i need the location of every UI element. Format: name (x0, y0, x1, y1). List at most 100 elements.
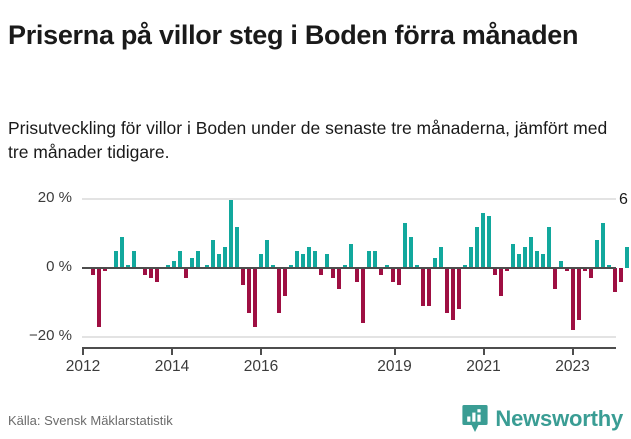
chart-plot-area: 6 % −20 % 0 % 20 % (0, 180, 631, 360)
bar (553, 268, 557, 289)
x-axis-tick (393, 349, 396, 355)
bar (451, 268, 455, 320)
bar (481, 212, 485, 268)
bar (355, 268, 359, 282)
bar (265, 240, 269, 268)
bar (289, 264, 293, 268)
bar (126, 264, 130, 268)
bar (427, 268, 431, 306)
bar-series (0, 180, 631, 360)
bar (457, 268, 461, 310)
bar (475, 226, 479, 268)
bar (223, 247, 227, 268)
bar (307, 247, 311, 268)
bar (559, 261, 563, 268)
bar (547, 226, 551, 268)
bar (577, 268, 581, 320)
bar (619, 268, 623, 282)
bar (337, 268, 341, 289)
bar (511, 243, 515, 268)
bar (487, 216, 491, 268)
bar (132, 250, 136, 268)
bar (499, 268, 503, 296)
bar (211, 240, 215, 268)
x-axis-tick (171, 349, 173, 355)
bar (469, 247, 473, 268)
gridline (82, 198, 616, 200)
bar (349, 243, 353, 268)
bar (601, 223, 605, 268)
y-axis-tick-label: 20 % (37, 189, 72, 206)
bar (301, 254, 305, 268)
x-axis-tick-label: 2021 (466, 358, 501, 375)
bar (325, 254, 329, 268)
bar (114, 250, 118, 268)
bar (217, 254, 221, 268)
x-axis-tick (571, 349, 574, 355)
bar (184, 268, 188, 279)
bar (535, 250, 539, 268)
x-axis-tick (82, 349, 84, 355)
bar (433, 257, 437, 268)
bar (97, 268, 101, 327)
x-axis-tick (482, 349, 485, 355)
bar (313, 250, 317, 268)
x-axis-tick-label: 2012 (65, 358, 101, 375)
bar (172, 261, 176, 268)
bar (541, 254, 545, 268)
bar (403, 223, 407, 268)
brand-name: Newsworthy (495, 406, 623, 431)
bar (415, 264, 419, 268)
bar (409, 236, 413, 268)
bar (331, 268, 335, 279)
bar (190, 257, 194, 268)
last-value-annotation: 6 % (619, 191, 631, 209)
bar (607, 264, 611, 268)
bar (196, 250, 200, 268)
bar (91, 268, 95, 275)
x-axis-tick-label: 2019 (377, 358, 412, 375)
y-axis-tick-label: −20 % (29, 327, 72, 344)
bar (343, 264, 347, 268)
bar (505, 268, 509, 272)
bar (625, 247, 629, 268)
bar (373, 250, 377, 268)
bar (361, 268, 365, 324)
bar (295, 250, 299, 268)
bar (613, 268, 617, 293)
bar (493, 268, 497, 275)
newsworthy-logo: Newsworthy (462, 404, 623, 434)
bar (529, 236, 533, 268)
bar (259, 254, 263, 268)
x-axis-tick-label: 2016 (243, 358, 279, 375)
bar (155, 268, 159, 282)
bar (229, 199, 233, 268)
bar (463, 264, 467, 268)
x-axis-tick-label: 2023 (555, 358, 590, 375)
gridline (82, 336, 616, 338)
bar (379, 268, 383, 275)
bar (565, 268, 569, 272)
bar (235, 226, 239, 268)
bar (517, 254, 521, 268)
bar (445, 268, 449, 313)
bar (178, 250, 182, 268)
chart-subtitle: Prisutveckling för villor i Boden under … (8, 117, 608, 163)
x-axis-tick-label: 2014 (154, 358, 190, 375)
bar (143, 268, 147, 275)
bar (247, 268, 251, 313)
bar (166, 264, 170, 268)
bar (589, 268, 593, 279)
bar-chart-bubble-icon (462, 405, 489, 432)
zero-line (82, 267, 616, 269)
bar (421, 268, 425, 306)
bar (583, 268, 587, 272)
bar (397, 268, 401, 286)
bar (277, 268, 281, 313)
bar (319, 268, 323, 275)
bar (241, 268, 245, 286)
bar (271, 264, 275, 268)
bar (391, 268, 395, 282)
bar (120, 236, 124, 268)
bar (253, 268, 257, 327)
